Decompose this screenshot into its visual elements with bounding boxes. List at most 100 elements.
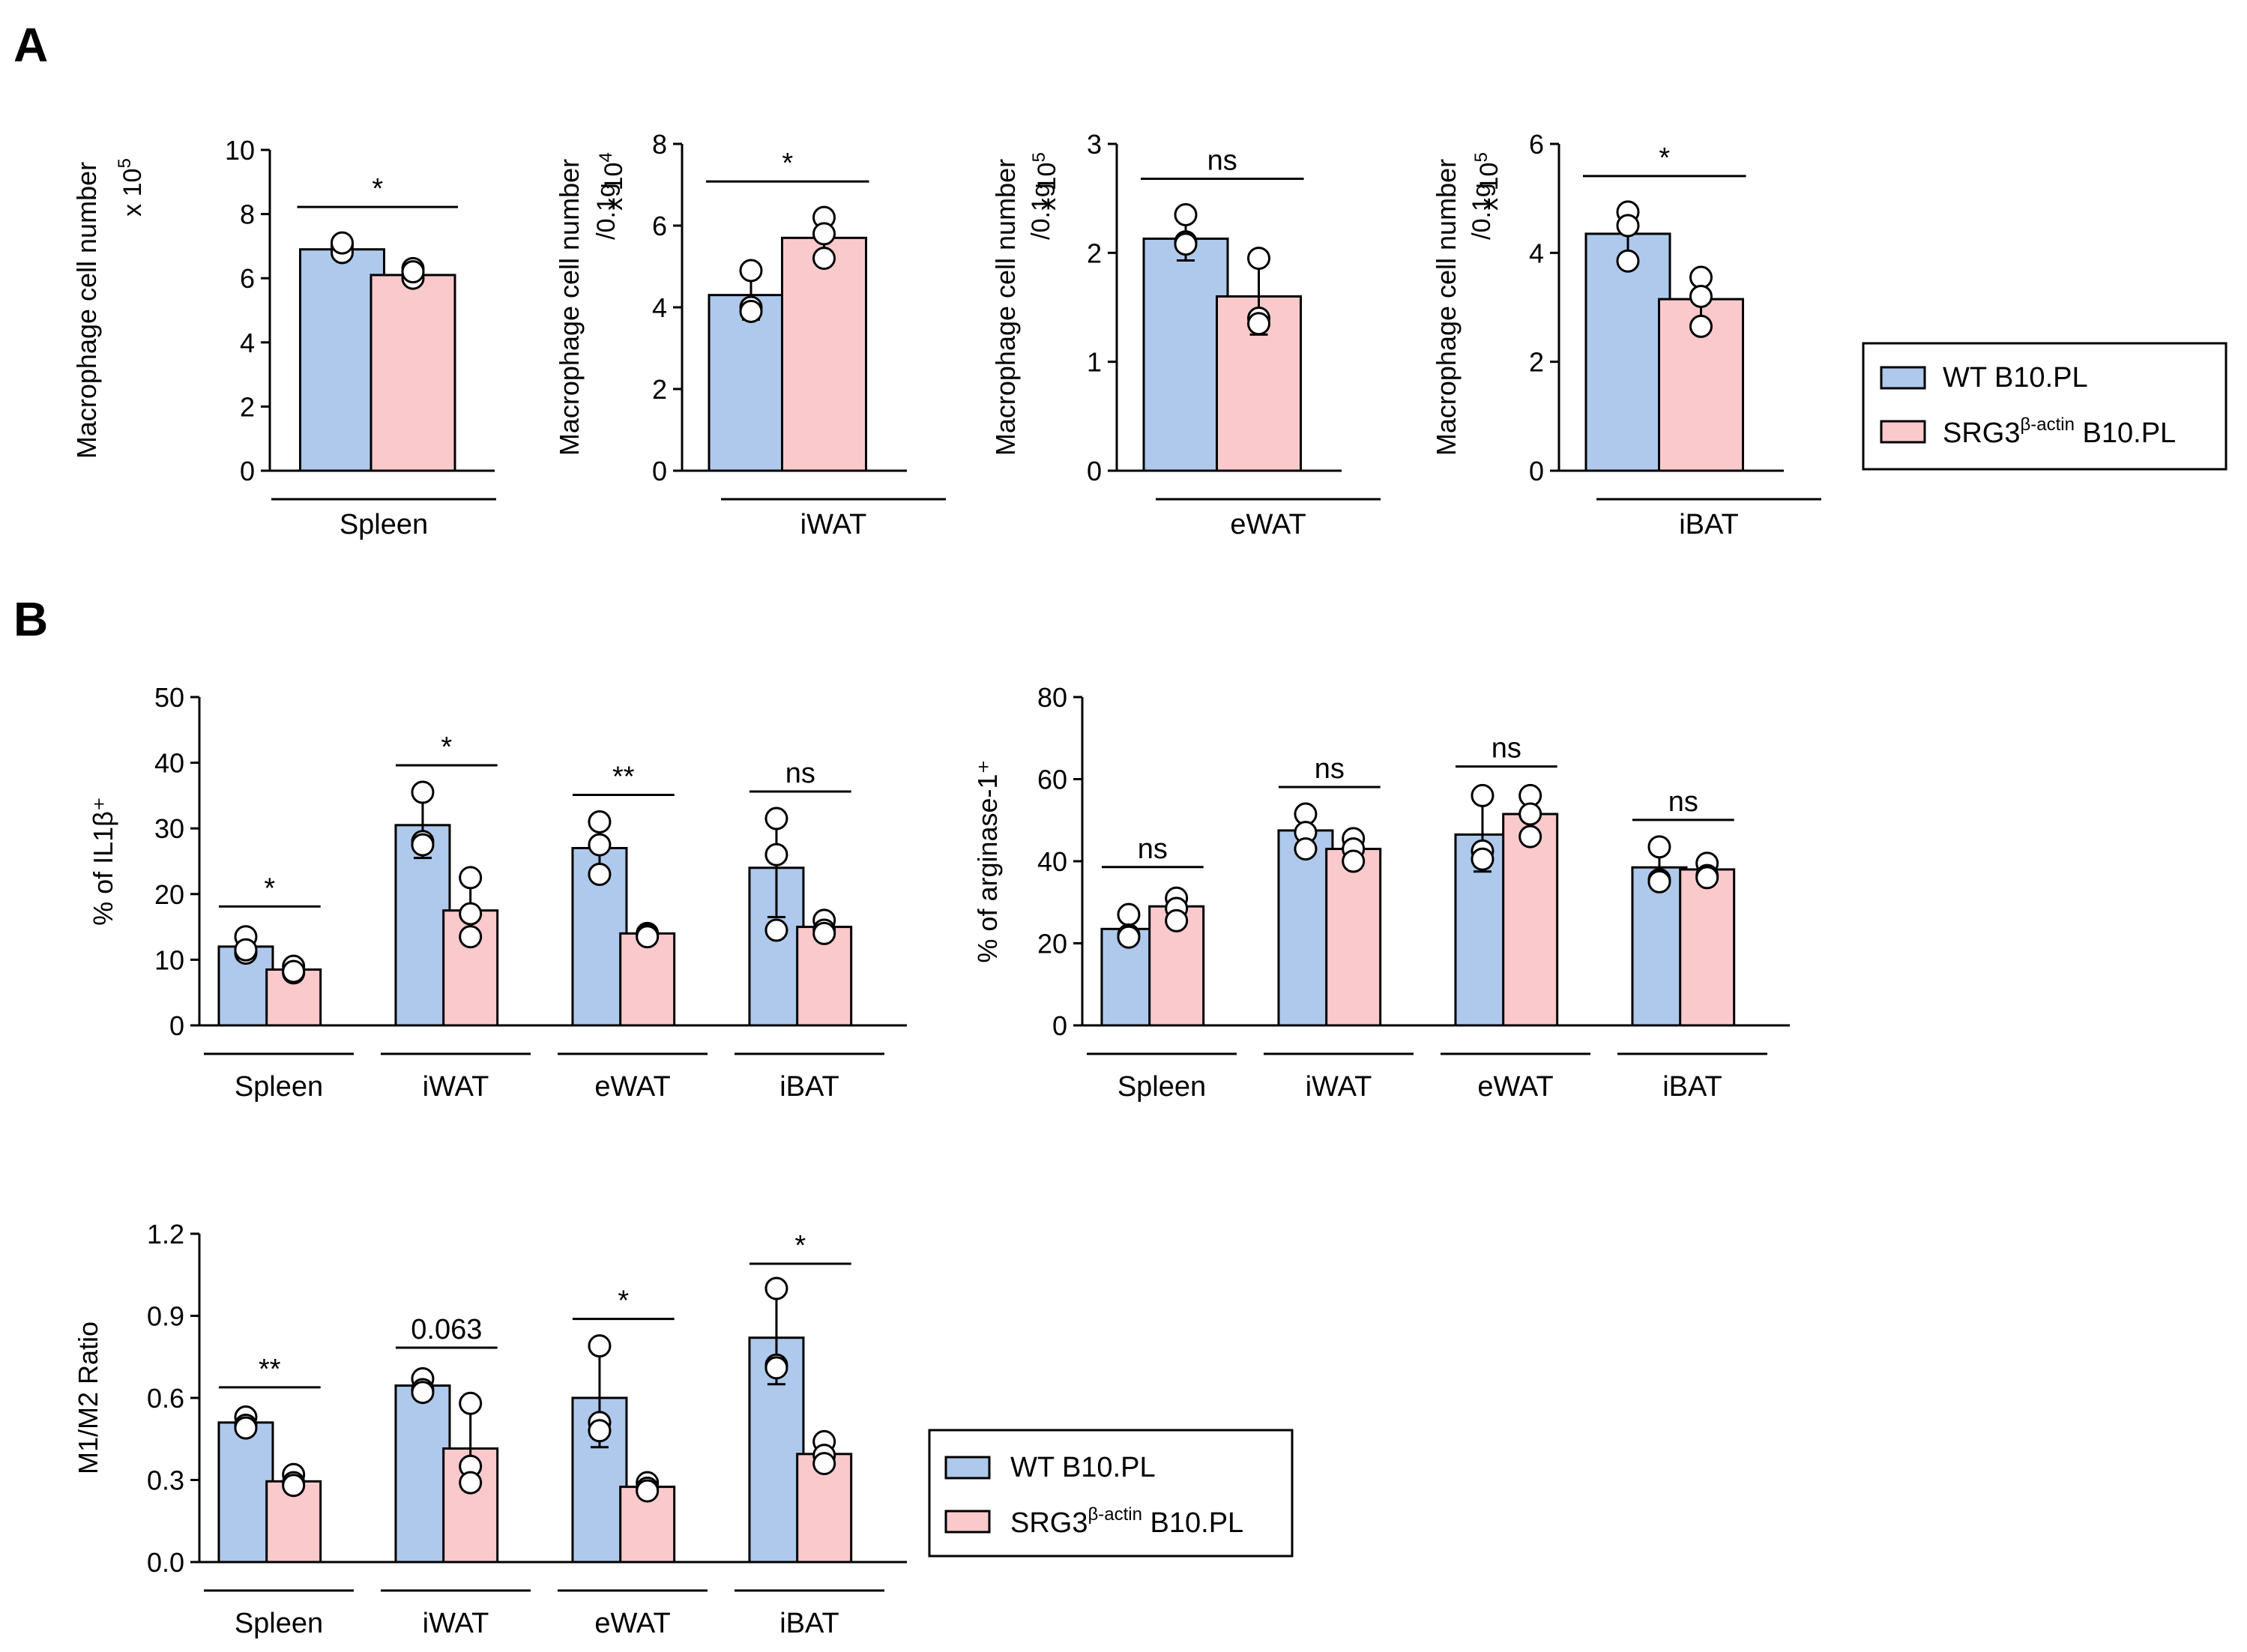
y-axis-label: Macrophage cell number [1431, 159, 1462, 456]
category-label: eWAT [1230, 509, 1306, 540]
y-tick-label: 2 [1087, 238, 1102, 268]
data-point [764, 1276, 788, 1300]
data-point [588, 833, 612, 857]
bar-wt [394, 1384, 451, 1564]
data-point [411, 833, 435, 857]
data-point [588, 1334, 612, 1358]
data-point [1165, 908, 1189, 932]
y-axis-unit: /0.1g [592, 183, 621, 240]
data-point [812, 222, 836, 246]
data-point [1117, 925, 1141, 949]
data-point [411, 780, 435, 804]
chart-b3: 0.00.30.60.91.2M1/M2 Ratio **Spleen0.063i… [73, 1219, 907, 1639]
y-axis-unit: /0.1g [1027, 183, 1055, 240]
data-point [764, 1356, 788, 1380]
category-label: iBAT [1662, 1071, 1722, 1103]
data-point [636, 1479, 660, 1503]
data-point [739, 259, 763, 283]
significance-label: * [372, 173, 383, 205]
data-point [234, 1416, 258, 1440]
bar-wt [1142, 237, 1229, 472]
legend-panel-a: WT B10.PL SRG3β-actin B10.PL [1862, 342, 2228, 471]
significance-label: ns [1492, 733, 1521, 765]
legend-b-label-srg3: SRG3β-actin B10.PL [1010, 1504, 1243, 1539]
data-point [1174, 202, 1198, 226]
data-point [459, 1471, 483, 1495]
y-tick-label: 0 [1052, 1010, 1067, 1041]
chart-b1: 0 10 20 30 40 50 % of IL1β⁺ * Spleen * iWAT ** eWAT n… [88, 682, 907, 1103]
y-tick-label: 4 [240, 328, 255, 358]
data-point [459, 1391, 483, 1415]
data-point [812, 1452, 836, 1476]
bar-wt [1631, 866, 1688, 1027]
significance-label: * [794, 1230, 806, 1261]
significance-label: * [441, 732, 452, 763]
data-point [1294, 837, 1318, 861]
y-tick-label: 0 [652, 456, 667, 486]
data-point [812, 247, 836, 271]
chart-a1: 0 2 4 6 8 10 Macrophage cell number x 105 * Splee… [71, 135, 496, 540]
data-point [1471, 847, 1495, 871]
data-point [411, 1381, 435, 1405]
category-label: Spleen [1118, 1071, 1206, 1103]
significance-label: * [618, 1285, 629, 1317]
y-axis-multiplier: x 105 [115, 158, 147, 217]
y-tick-label: 6 [240, 263, 255, 294]
chart-a3: 0 1 2 3 Macrophage cell number/0.1gx 105 ns eW… [990, 129, 1381, 540]
category-label: Spleen [340, 509, 428, 540]
y-axis-multiplier: x 104 [596, 152, 628, 211]
y-tick-label: 1 [1087, 347, 1102, 378]
y-tick-label: 4 [1529, 238, 1544, 268]
category-label: iBAT [779, 1608, 839, 1639]
legend-a-swatch-wt [1880, 366, 1926, 390]
y-tick-label: 1.2 [147, 1219, 184, 1249]
y-tick-label: 0 [169, 1010, 184, 1041]
bar-srg3 [1502, 813, 1559, 1027]
y-axis-unit: /0.1g [1468, 183, 1496, 240]
y-tick-label: 0 [1087, 456, 1102, 486]
y-tick-label: 0.0 [147, 1547, 184, 1578]
significance-label: * [264, 872, 275, 904]
category-label: iWAT [800, 509, 867, 540]
data-point [764, 842, 788, 866]
legend-a-label-srg3: SRG3β-actin B10.PL [1943, 414, 2176, 449]
y-tick-label: 0 [240, 456, 255, 486]
data-point [1647, 835, 1671, 859]
y-tick-label: 50 [154, 682, 184, 713]
data-point [1117, 902, 1141, 926]
legend-a-box [1862, 342, 2228, 471]
bar-srg3 [781, 236, 867, 472]
data-point [812, 921, 836, 945]
significance-label: ** [259, 1354, 281, 1385]
bar-wt [571, 1396, 628, 1564]
y-axis-multiplier: x 105 [1029, 152, 1061, 211]
legend-panel-b: WT B10.PL SRG3β-actin B10.PL [928, 1429, 1294, 1558]
data-point [588, 810, 612, 833]
data-point [636, 925, 660, 949]
y-tick-label: 10 [225, 135, 255, 166]
significance-label: ns [1207, 145, 1237, 176]
y-axis-label: Macrophage cell number [990, 159, 1021, 456]
y-tick-label: 0 [1529, 456, 1544, 486]
significance-label: ns [785, 758, 815, 789]
data-point [1647, 869, 1671, 893]
data-point [588, 1419, 612, 1443]
y-tick-label: 30 [154, 813, 184, 844]
category-label: iWAT [423, 1071, 489, 1103]
legend-a-label-wt: WT B10.PL [1943, 362, 2088, 394]
y-axis-label: M1/M2 Ratio [73, 1321, 103, 1474]
data-point [1342, 849, 1366, 873]
y-tick-label: 2 [652, 374, 667, 405]
data-point [1247, 247, 1270, 271]
significance-label: ** [612, 761, 635, 792]
y-tick-label: 0.3 [147, 1465, 184, 1496]
legend-b-swatch-srg3 [944, 1510, 991, 1534]
bar-srg3 [1679, 868, 1736, 1027]
data-point [459, 902, 483, 926]
data-point [1689, 314, 1713, 338]
significance-label: ns [1138, 833, 1168, 865]
data-point [282, 959, 306, 983]
y-tick-label: 6 [652, 211, 667, 241]
